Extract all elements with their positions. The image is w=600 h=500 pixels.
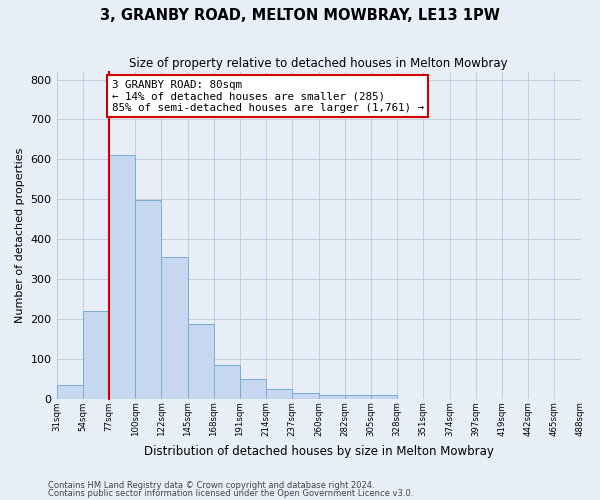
Bar [319, 394, 345, 398]
Bar [371, 396, 397, 398]
Bar [56, 386, 83, 398]
Bar [161, 257, 188, 398]
Bar [292, 392, 319, 398]
Title: Size of property relative to detached houses in Melton Mowbray: Size of property relative to detached ho… [129, 58, 508, 70]
Bar [266, 390, 292, 398]
Bar [188, 324, 214, 398]
Text: Contains public sector information licensed under the Open Government Licence v3: Contains public sector information licen… [48, 489, 413, 498]
Bar [240, 378, 266, 398]
Bar [83, 311, 109, 398]
X-axis label: Distribution of detached houses by size in Melton Mowbray: Distribution of detached houses by size … [143, 444, 493, 458]
Bar [135, 200, 161, 398]
Bar [109, 156, 135, 398]
Y-axis label: Number of detached properties: Number of detached properties [15, 148, 25, 323]
Bar [345, 396, 371, 398]
Text: 3, GRANBY ROAD, MELTON MOWBRAY, LE13 1PW: 3, GRANBY ROAD, MELTON MOWBRAY, LE13 1PW [100, 8, 500, 22]
Text: 3 GRANBY ROAD: 80sqm
← 14% of detached houses are smaller (285)
85% of semi-deta: 3 GRANBY ROAD: 80sqm ← 14% of detached h… [112, 80, 424, 113]
Text: Contains HM Land Registry data © Crown copyright and database right 2024.: Contains HM Land Registry data © Crown c… [48, 480, 374, 490]
Bar [214, 365, 240, 398]
